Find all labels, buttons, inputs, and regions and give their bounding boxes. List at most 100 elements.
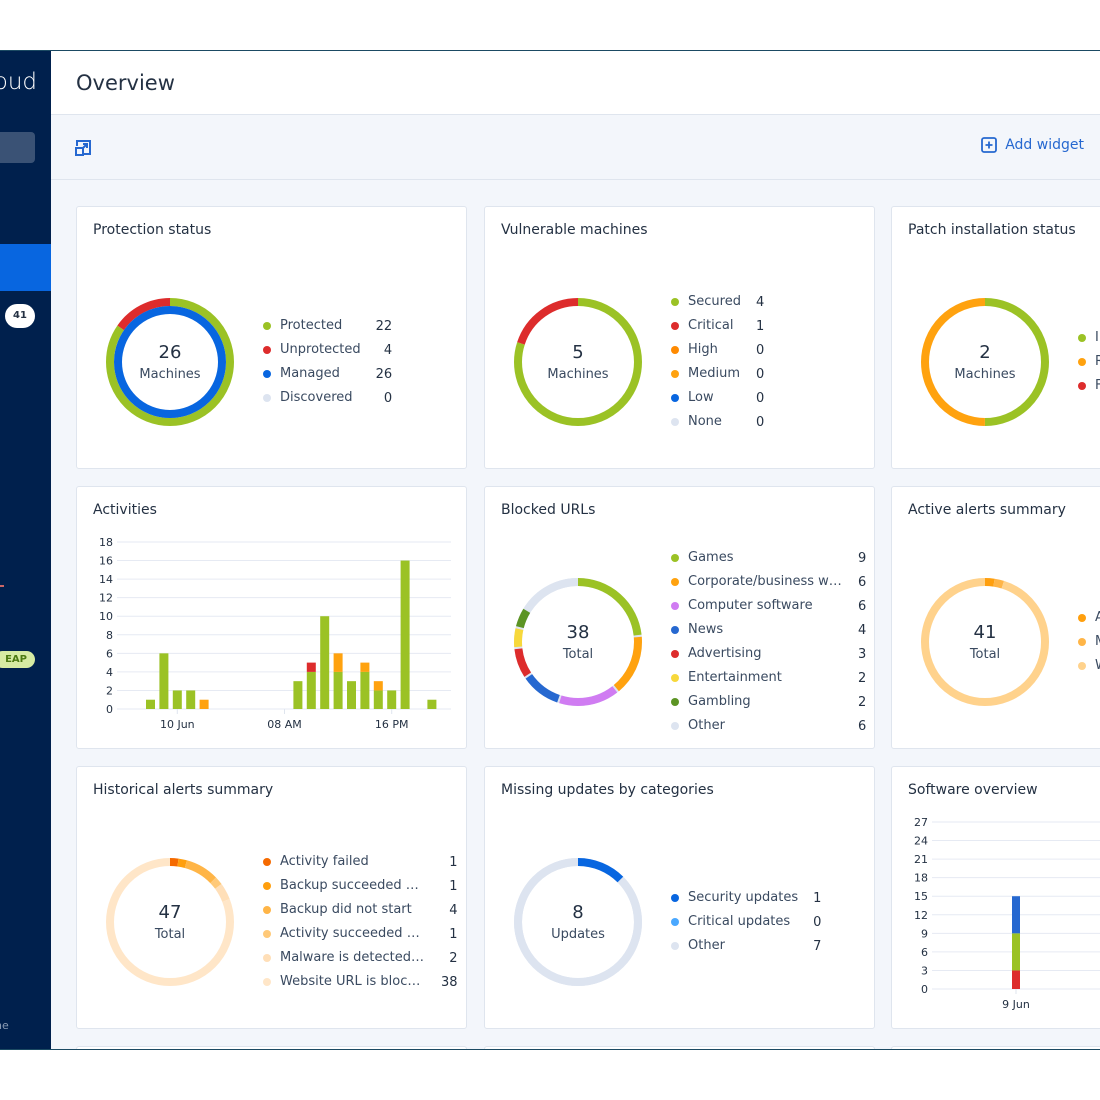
legend-label[interactable]: Protected [280, 318, 343, 333]
legend-label[interactable]: Managed [280, 366, 340, 381]
protection-ring-segment[interactable] [106, 298, 234, 426]
bar-segment[interactable] [1012, 970, 1020, 989]
bar-segment[interactable] [1012, 896, 1020, 934]
donut-total: 8 [572, 902, 584, 923]
legend-label[interactable]: Medium [688, 366, 740, 381]
missing-ring-segment[interactable] [514, 858, 642, 986]
alerts-count-badge[interactable]: 41 [5, 304, 35, 328]
legend-label[interactable]: Computer software [688, 598, 813, 613]
legend-label[interactable]: R [1095, 353, 1100, 371]
y-tick-label: 3 [921, 964, 928, 977]
donut-chart: 8 Updates [513, 857, 643, 987]
y-tick-label: 6 [106, 647, 113, 660]
legend-label[interactable]: Other [688, 718, 725, 733]
legend-label[interactable]: Advertising [688, 646, 762, 661]
bar-segment[interactable] [293, 681, 303, 709]
bar-segment[interactable] [387, 690, 397, 709]
legend-label[interactable]: Other [688, 938, 725, 953]
legend-label[interactable]: Malware is detected and blocked [280, 950, 426, 965]
legend-label[interactable]: Backup did not start [280, 902, 412, 917]
blocked-ring-segment[interactable] [514, 578, 642, 706]
bar-segment[interactable] [333, 653, 343, 672]
widget-next-row-edge [891, 1046, 1100, 1049]
donut-unit: Machines [139, 367, 201, 382]
bar-segment[interactable] [1012, 933, 1020, 971]
legend-label[interactable]: Activity succeeded with warnings [280, 926, 426, 941]
legend-dot [671, 674, 679, 682]
legend-label[interactable]: M [1095, 633, 1100, 651]
bar-segment[interactable] [373, 681, 383, 691]
legend-value: 9 [858, 550, 867, 566]
legend-label[interactable]: Activity failed [280, 854, 369, 869]
bar-segment[interactable] [320, 616, 330, 709]
bar-segment[interactable] [306, 671, 316, 709]
managed-ring-segment[interactable] [114, 306, 226, 418]
legend-label[interactable]: Discovered [280, 390, 353, 405]
y-tick-label: 12 [99, 592, 113, 605]
bar-segment[interactable] [172, 690, 182, 709]
legend-label[interactable]: Entertainment [688, 670, 782, 685]
legend-label[interactable]: W [1095, 657, 1100, 675]
active_alerts-ring-segment[interactable] [921, 578, 1049, 706]
donut-center: 8 Updates [513, 857, 643, 987]
blocked-ring-segment[interactable] [514, 578, 642, 706]
legend-label[interactable]: None [688, 414, 722, 429]
legend-dot [671, 370, 679, 378]
legend-label[interactable]: High [688, 342, 718, 357]
bar-segment[interactable] [186, 690, 196, 709]
legend-label[interactable]: Critical updates [688, 914, 791, 929]
legend-label[interactable]: Gambling [688, 694, 751, 709]
legend: Activity failed 1 Backup succeeded with wa… [263, 853, 458, 991]
legend-value: 4 [383, 342, 393, 358]
add-widget-button[interactable]: Add widget [981, 137, 1084, 153]
historical-ring-segment[interactable] [106, 858, 234, 986]
y-tick-label: 18 [99, 536, 113, 549]
legend-label[interactable]: News [688, 622, 724, 637]
blocked-ring-segment[interactable] [514, 578, 642, 706]
legend-dot [1078, 382, 1086, 390]
donut-svg [514, 578, 642, 706]
donut-total: 41 [973, 622, 997, 643]
legend-label[interactable]: Unprotected [280, 342, 361, 357]
legend-value: 4 [858, 622, 867, 638]
donut-center: 38 Total [513, 577, 643, 707]
legend-label[interactable]: Critical [688, 318, 734, 333]
vulnerable-ring-segment[interactable] [514, 298, 642, 426]
bar-segment[interactable] [400, 560, 410, 709]
bar-segment[interactable] [360, 662, 370, 672]
bar-segment[interactable] [333, 671, 343, 709]
legend-label[interactable]: Corporate/business websites [688, 574, 843, 589]
bar-segment[interactable] [199, 699, 209, 709]
bar-segment[interactable] [347, 681, 356, 709]
legend-dot [671, 602, 679, 610]
legend-label[interactable]: A [1095, 609, 1100, 627]
widget-body: 38 Total Games 9 Corporate/business websites… [485, 537, 874, 747]
donut-svg [106, 858, 234, 986]
legend-label[interactable]: Security updates [688, 890, 799, 905]
legend-label[interactable]: Backup succeeded with warnings [280, 878, 426, 893]
bar-segment[interactable] [146, 699, 155, 709]
legend-dot [671, 650, 679, 658]
legend-label[interactable]: Games [688, 550, 734, 565]
legend-label[interactable]: Low [688, 390, 714, 405]
sidebar-search[interactable] [0, 132, 35, 163]
legend-label[interactable]: F [1095, 377, 1100, 395]
bar-segment[interactable] [360, 671, 370, 709]
legend-value: 1 [813, 890, 822, 906]
bar-segment[interactable] [306, 662, 316, 672]
legend-label[interactable]: Website URL is blocked [280, 974, 426, 989]
patch-ring-segment[interactable] [921, 298, 1049, 426]
bar-segment[interactable] [373, 690, 383, 709]
donut-total: 5 [572, 342, 584, 363]
legend-dot [263, 906, 271, 914]
bar-segment[interactable] [427, 699, 437, 709]
fullscreen-icon[interactable] [75, 139, 92, 156]
bar-segment[interactable] [159, 653, 169, 709]
sidebar-item-overview[interactable] [0, 244, 51, 291]
legend-label[interactable]: Secured [688, 294, 741, 309]
widget-body: 47 Total Activity failed 1 Backup succeeded … [77, 817, 466, 1027]
legend-dot [671, 626, 679, 634]
donut-chart: 41 Total [920, 577, 1050, 707]
legend-label[interactable]: In [1095, 330, 1100, 345]
blocked-ring-segment[interactable] [514, 578, 642, 706]
